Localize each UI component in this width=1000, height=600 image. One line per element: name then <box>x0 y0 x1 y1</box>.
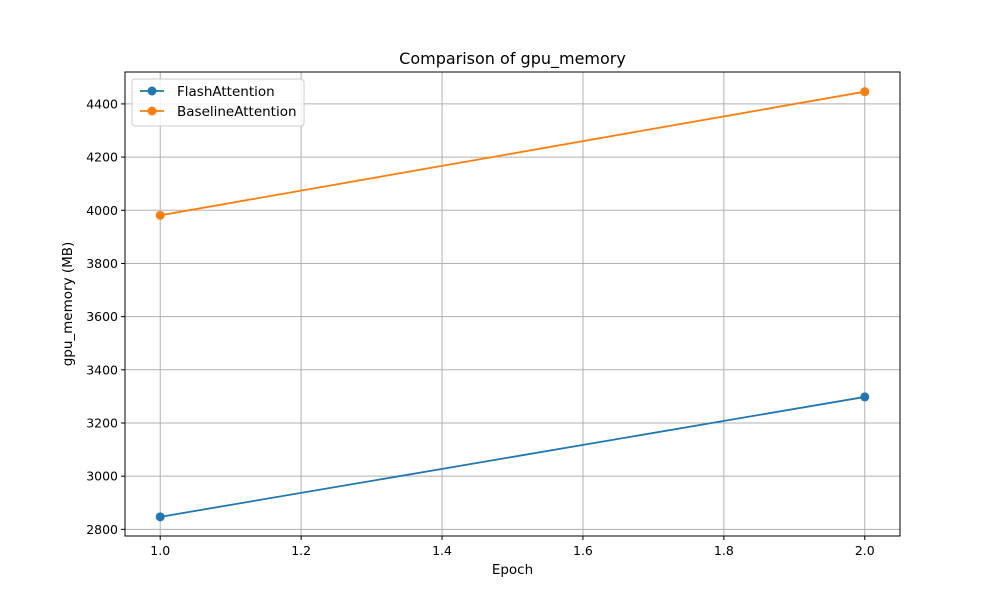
x-tick-label: 1.2 <box>291 543 311 558</box>
legend: FlashAttention BaselineAttention <box>131 78 305 127</box>
data-point <box>860 392 870 402</box>
x-tick-label: 1.0 <box>150 543 170 558</box>
x-tick-label: 1.4 <box>432 543 452 558</box>
y-tick-label: 3400 <box>86 362 118 377</box>
legend-marker-swatch <box>147 106 157 116</box>
grid-lines <box>125 72 900 536</box>
x-tick-label: 1.6 <box>573 543 593 558</box>
legend-items: FlashAttention BaselineAttention <box>140 84 297 120</box>
series-line-1 <box>160 90 865 217</box>
series-lines <box>160 90 865 518</box>
y-tick-label: 4200 <box>86 150 118 165</box>
y-axis-label: gpu_memory (MB) <box>60 242 76 367</box>
data-point <box>155 512 165 522</box>
y-tick-label: 3200 <box>86 415 118 430</box>
y-tick-label: 2800 <box>86 522 118 537</box>
series-line-0 <box>160 396 865 518</box>
legend-marker-swatch <box>147 86 157 96</box>
x-tick-label: 2.0 <box>855 543 875 558</box>
legend-label: FlashAttention <box>177 84 275 100</box>
y-tick-label: 3000 <box>86 469 118 484</box>
y-axis-ticks: 2800 3000 3200 3400 3600 3800 4000 4200 4400 <box>86 96 125 537</box>
chart-title: Comparison of gpu_memory <box>399 49 626 69</box>
series-markers <box>155 87 870 522</box>
y-tick-label: 3600 <box>86 309 118 324</box>
y-tick-label: 4400 <box>86 96 118 111</box>
y-tick-label: 4000 <box>86 203 118 218</box>
legend-box <box>131 78 305 127</box>
x-axis-ticks: 1.0 1.2 1.4 1.6 1.8 2.0 <box>150 536 875 558</box>
legend-label: BaselineAttention <box>177 104 297 120</box>
x-tick-label: 1.8 <box>714 543 734 558</box>
x-axis-label: Epoch <box>492 562 533 578</box>
data-point <box>860 87 870 97</box>
data-point <box>155 210 165 220</box>
y-tick-label: 3800 <box>86 256 118 271</box>
plot-area-frame <box>124 71 901 537</box>
